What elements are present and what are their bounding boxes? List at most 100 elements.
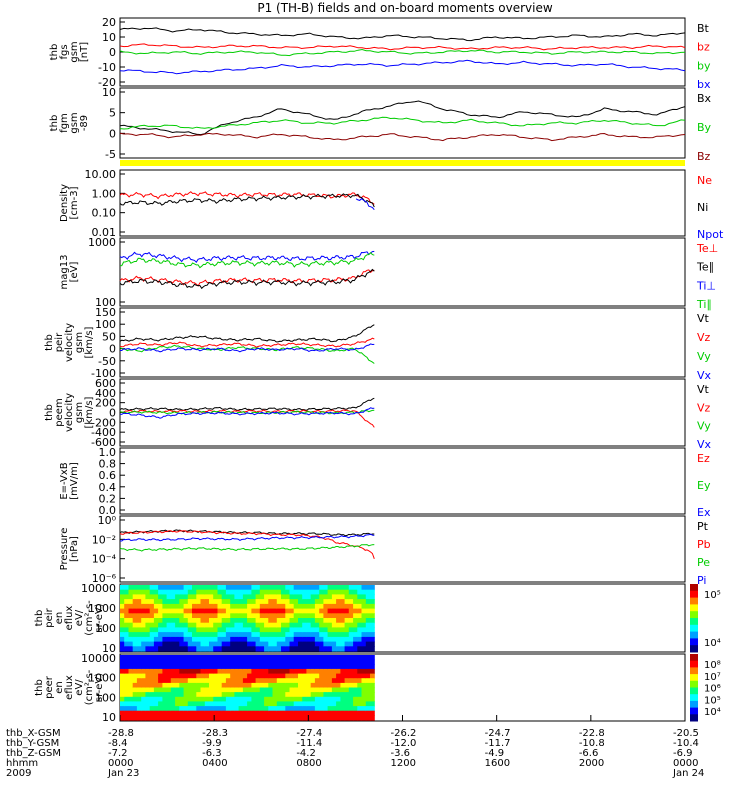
ephemeris-value: -27.4 <box>296 728 322 739</box>
heatmap-cell <box>120 632 125 638</box>
y-tick-label: 0.01 <box>92 226 117 239</box>
heatmap-cell <box>323 715 329 721</box>
heatmap-cell <box>158 715 163 721</box>
heatmap-cell <box>365 687 371 693</box>
ephemeris-value: -9.9 <box>202 738 222 749</box>
heatmap-cell <box>132 618 138 624</box>
heatmap-cell <box>327 627 333 633</box>
heatmap-cell <box>217 687 223 693</box>
heatmap-cell <box>323 701 329 707</box>
heatmap-cell <box>289 715 295 721</box>
ephemeris-value: -6.9 <box>673 748 693 759</box>
heatmap-cell <box>128 715 134 721</box>
heatmap-cell <box>310 678 316 684</box>
y-tick-label: 1000 <box>88 236 116 249</box>
heatmap-cell <box>145 641 151 647</box>
heatmap-cell <box>166 678 172 684</box>
y-tick-label: 10⁰ <box>98 514 117 527</box>
heatmap-cell <box>238 687 244 693</box>
heatmap-cell <box>170 682 176 689</box>
heatmap-cell <box>145 618 151 624</box>
legend-peir-2: Vy <box>697 350 711 363</box>
heatmap-cell <box>128 618 134 624</box>
y-axis-label: mag13 [eV] <box>59 255 80 290</box>
heatmap-cell <box>361 636 367 643</box>
heatmap-cell <box>281 655 286 661</box>
heatmap-cell <box>348 692 354 698</box>
heatmap-cell <box>192 613 197 619</box>
heatmap-cell <box>276 655 282 661</box>
heatmap-cell <box>187 627 193 633</box>
heatmap-cell <box>153 641 159 647</box>
heatmap-cell <box>183 646 189 652</box>
heatmap-cell <box>204 603 210 610</box>
heatmap-cell <box>183 599 189 605</box>
heatmap-cell <box>302 603 307 610</box>
y-tick-label: -400 <box>91 426 116 439</box>
heatmap-cell <box>175 618 180 624</box>
heatmap-cell <box>234 678 240 684</box>
heatmap-cell <box>132 636 138 643</box>
heatmap-cell <box>170 585 176 591</box>
heatmap-cell <box>234 594 240 600</box>
heatmap-cell <box>353 608 358 614</box>
heatmap-cell <box>276 627 282 633</box>
heatmap-cell <box>238 603 244 610</box>
heatmap-cell <box>204 659 210 665</box>
heatmap-cell <box>348 678 354 684</box>
heatmap-cell <box>361 664 367 670</box>
heatmap-cell <box>242 613 248 619</box>
heatmap-cell <box>170 659 176 665</box>
heatmap-cell <box>128 599 134 605</box>
svg-text:peir: peir <box>54 332 65 352</box>
heatmap-cell <box>170 632 176 638</box>
heatmap-cell <box>353 618 358 624</box>
heatmap-cell <box>272 696 278 702</box>
heatmap-cell <box>306 589 312 595</box>
svg-text:fgm: fgm <box>59 113 70 133</box>
heatmap-cell <box>204 687 210 693</box>
heatmap-cell <box>153 608 159 614</box>
heatmap-cell <box>344 678 350 684</box>
y-tick-label: 20 <box>102 16 116 29</box>
y-tick-label: 10 <box>102 711 116 724</box>
heatmap-cell <box>251 659 257 665</box>
heatmap-cell <box>213 589 218 595</box>
heatmap-cell <box>128 706 134 712</box>
svg-text:[mV/m]: [mV/m] <box>69 462 80 500</box>
heatmap-cell <box>348 618 354 624</box>
heatmap-cell <box>149 599 155 605</box>
heatmap-cell <box>272 715 278 721</box>
heatmap-cell <box>158 622 163 628</box>
heatmap-cell <box>306 618 312 624</box>
heatmap-cell <box>247 692 252 698</box>
heatmap-cell <box>276 673 282 679</box>
heatmap-cell <box>175 659 180 665</box>
heatmap-cell <box>179 594 185 600</box>
heatmap-cell <box>255 692 261 698</box>
heatmap-cell <box>340 608 346 614</box>
heatmap-cell <box>179 687 185 693</box>
heatmap-cell <box>310 589 316 595</box>
ephemeris-value: -4.9 <box>485 748 505 759</box>
heatmap-cell <box>323 627 329 633</box>
y-tick-label: 0 <box>109 343 116 356</box>
heatmap-cell <box>145 696 151 702</box>
heatmap-cell <box>128 613 134 619</box>
heatmap-cell <box>242 646 248 652</box>
svg-text:[cm-3]: [cm-3] <box>69 186 80 219</box>
heatmap-cell <box>310 664 316 670</box>
heatmap-cell <box>370 646 375 652</box>
heatmap-cell <box>183 696 189 702</box>
heatmap-cell <box>353 664 358 670</box>
heatmap-cell <box>365 608 371 614</box>
y-tick-label: -10 <box>98 61 116 74</box>
heatmap-cell <box>192 715 197 721</box>
heatmap-cell <box>251 603 257 610</box>
heatmap-cell <box>370 632 375 638</box>
series-line-fgs-2 <box>119 48 686 57</box>
heatmap-cell <box>336 715 341 721</box>
heatmap-cell <box>124 673 129 679</box>
heatmap-cell <box>306 682 312 689</box>
